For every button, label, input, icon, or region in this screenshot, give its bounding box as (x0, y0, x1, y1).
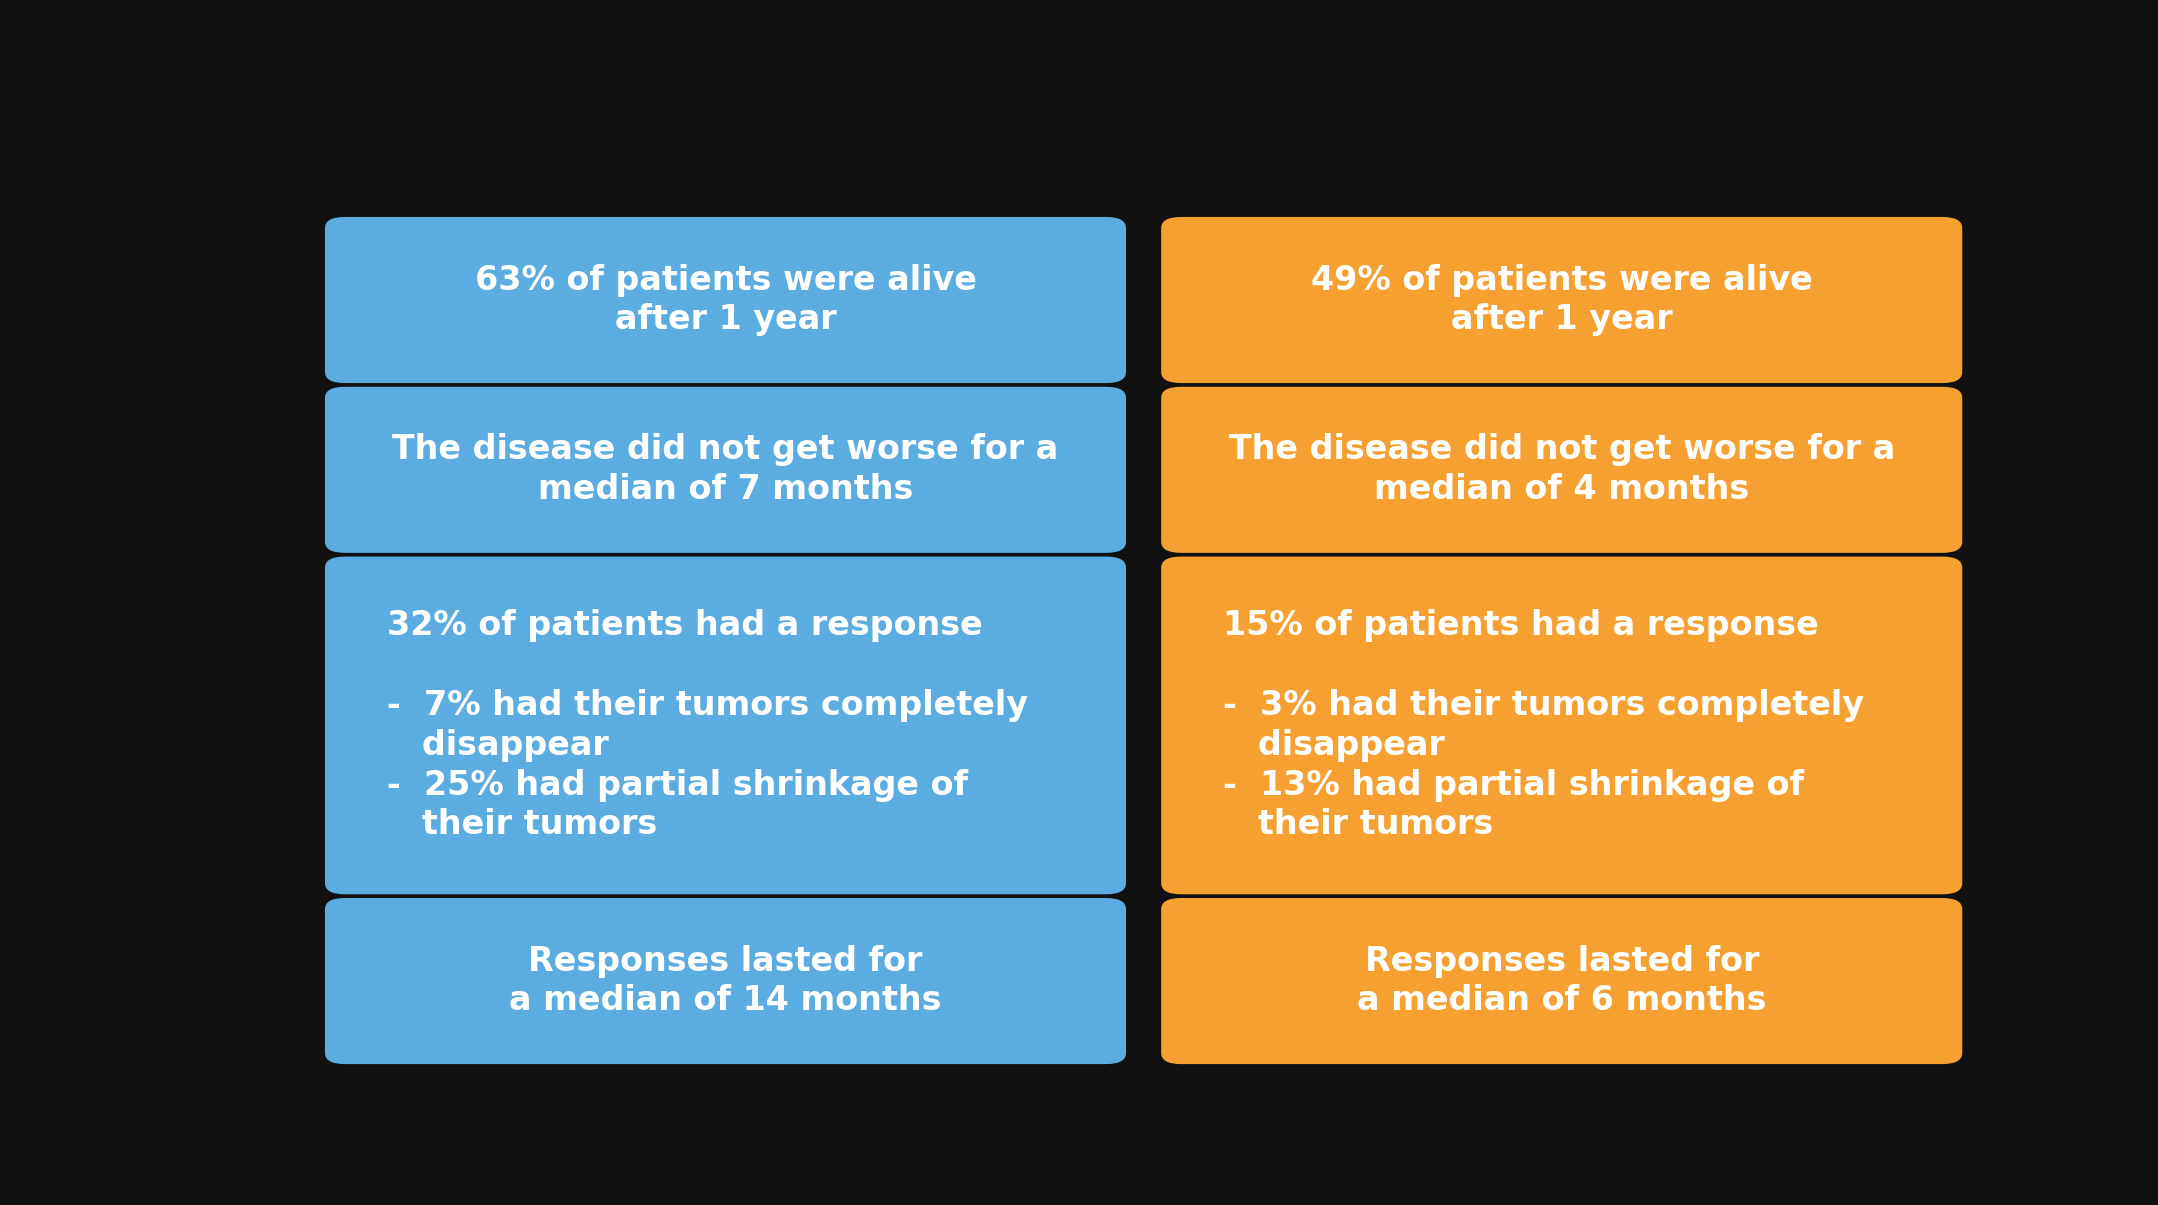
Text: -  7% had their tumors completely: - 7% had their tumors completely (386, 689, 1027, 722)
Text: median of 7 months: median of 7 months (537, 474, 913, 506)
Text: The disease did not get worse for a: The disease did not get worse for a (1228, 434, 1895, 466)
Text: median of 4 months: median of 4 months (1375, 474, 1750, 506)
Text: The disease did not get worse for a: The disease did not get worse for a (393, 434, 1060, 466)
Text: Responses lasted for: Responses lasted for (1364, 945, 1759, 977)
Text: their tumors: their tumors (386, 809, 656, 841)
Text: after 1 year: after 1 year (1450, 304, 1672, 336)
Text: -  25% had partial shrinkage of: - 25% had partial shrinkage of (386, 769, 967, 801)
Text: 49% of patients were alive: 49% of patients were alive (1310, 264, 1813, 296)
FancyBboxPatch shape (326, 217, 1126, 383)
FancyBboxPatch shape (1161, 217, 1962, 383)
Text: a median of 14 months: a median of 14 months (509, 984, 941, 1017)
Text: 63% of patients were alive: 63% of patients were alive (475, 264, 975, 296)
Text: their tumors: their tumors (1224, 809, 1493, 841)
FancyBboxPatch shape (326, 557, 1126, 894)
Text: Responses lasted for: Responses lasted for (529, 945, 924, 977)
FancyBboxPatch shape (1161, 557, 1962, 894)
Text: 32% of patients had a response: 32% of patients had a response (386, 610, 982, 642)
FancyBboxPatch shape (1161, 898, 1962, 1064)
FancyBboxPatch shape (326, 898, 1126, 1064)
Text: a median of 6 months: a median of 6 months (1357, 984, 1767, 1017)
FancyBboxPatch shape (326, 387, 1126, 553)
Text: -  3% had their tumors completely: - 3% had their tumors completely (1224, 689, 1865, 722)
Text: 15% of patients had a response: 15% of patients had a response (1224, 610, 1819, 642)
Text: disappear: disappear (386, 729, 609, 762)
Text: after 1 year: after 1 year (615, 304, 837, 336)
Text: disappear: disappear (1224, 729, 1446, 762)
FancyBboxPatch shape (1161, 387, 1962, 553)
Text: -  13% had partial shrinkage of: - 13% had partial shrinkage of (1224, 769, 1804, 801)
